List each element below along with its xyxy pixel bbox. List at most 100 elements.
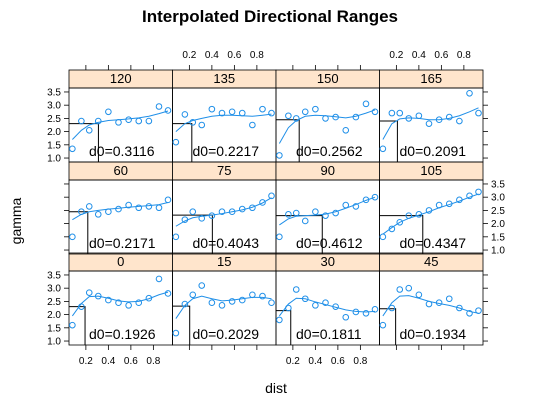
x-tick-label: 0.2 (79, 356, 93, 367)
d0-label: d0=0.3116 (89, 143, 155, 159)
panel-45: 45 d0=0.1934 (379, 252, 484, 346)
panel-150: 150 d0=0.2562 (275, 69, 380, 163)
panel-frame (379, 87, 484, 163)
data-point (238, 296, 246, 304)
data-point (69, 233, 76, 241)
y-tick-label: 1.0 (491, 246, 505, 257)
data-point (164, 196, 172, 204)
panel-frame (379, 270, 484, 346)
x-tick-label: 0.2 (182, 50, 196, 61)
data-point (125, 201, 132, 209)
data-point (69, 145, 76, 153)
data-point (362, 100, 370, 108)
y-tick-label: 1.5 (491, 232, 505, 243)
data-point (94, 211, 102, 218)
range-line (379, 215, 424, 254)
data-point (342, 201, 350, 209)
data-point (396, 286, 404, 293)
smooth-line (278, 297, 376, 317)
data-point (301, 108, 309, 116)
data-point (362, 196, 370, 204)
data-point (332, 209, 339, 217)
panel-105: 105 d0=0.4347 (379, 161, 484, 255)
x-tick-label: 0.6 (434, 50, 448, 61)
data-point (456, 117, 463, 125)
data-point (125, 302, 132, 309)
x-tick-label: 0.8 (250, 50, 264, 61)
panel-165: 165 d0=0.2091 (379, 69, 484, 163)
y-tick-label: 1.0 (47, 154, 61, 165)
data-point (218, 302, 226, 309)
data-point (238, 109, 246, 117)
y-tick-label: 1.5 (47, 140, 61, 151)
data-point (94, 117, 102, 125)
data-point (198, 282, 206, 289)
strip-label: 120 (110, 71, 132, 86)
data-point (218, 109, 226, 117)
data-point (155, 103, 163, 110)
y-tick-label: 2.5 (491, 206, 505, 217)
data-point (94, 292, 102, 300)
data-point (218, 208, 226, 216)
smooth-line (382, 193, 479, 235)
strip-label: 90 (321, 163, 335, 178)
data-point (259, 199, 266, 206)
data-point (371, 108, 379, 116)
range-line (172, 305, 191, 345)
panel-135: 135 d0=0.2217 (172, 69, 277, 163)
strip-label: 30 (321, 254, 335, 269)
data-point (276, 152, 283, 159)
x-tick-label: 0.4 (308, 356, 322, 367)
data-point (415, 211, 423, 218)
x-tick-label: 0.4 (205, 50, 219, 61)
data-point (268, 192, 275, 200)
smooth-line (72, 201, 169, 221)
data-point (276, 316, 283, 324)
data-point (249, 121, 256, 129)
data-point (85, 289, 93, 296)
data-point (301, 295, 309, 303)
data-point (189, 208, 197, 216)
smooth-line (72, 110, 169, 140)
data-point (405, 284, 413, 292)
data-point (181, 300, 189, 308)
data-point (198, 121, 206, 129)
y-tick-label: 2.0 (491, 219, 505, 230)
smooth-line (382, 107, 479, 140)
data-point (228, 208, 236, 216)
data-point (379, 145, 387, 153)
data-point (475, 188, 482, 196)
d0-label: d0=0.4612 (296, 235, 363, 251)
range-line (172, 123, 193, 162)
d0-label: d0=0.4043 (193, 235, 260, 251)
strip-label: 15 (217, 254, 231, 269)
x-tick-label: 0.8 (146, 356, 160, 367)
data-point (115, 205, 122, 213)
data-point (268, 299, 275, 307)
data-point (69, 321, 76, 329)
data-point (475, 307, 482, 314)
y-tick-label: 1.5 (47, 323, 61, 334)
strip-label: 75 (217, 163, 231, 178)
data-point (342, 126, 350, 134)
data-point (115, 119, 122, 126)
data-point (189, 119, 197, 126)
data-point (415, 291, 423, 299)
y-tick-label: 3.0 (47, 284, 61, 295)
d0-label: d0=0.2562 (296, 143, 363, 159)
data-point (322, 299, 329, 307)
data-point (292, 286, 300, 293)
data-point (425, 300, 433, 308)
x-tick-label: 0.4 (101, 356, 115, 367)
data-point (155, 275, 163, 283)
data-point (352, 113, 360, 121)
strip-label: 105 (420, 163, 442, 178)
data-point (172, 233, 180, 241)
strip-label: 45 (424, 254, 438, 269)
panel-90: 90 d0=0.4612 (275, 161, 380, 255)
data-point (249, 204, 256, 212)
data-point (466, 309, 473, 317)
data-point (268, 109, 275, 117)
data-point (312, 302, 319, 309)
